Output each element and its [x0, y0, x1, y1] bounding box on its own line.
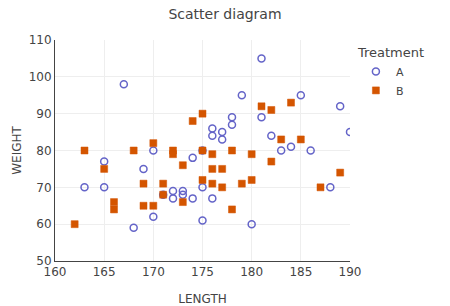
svg-text:100: 100: [29, 70, 52, 84]
svg-text:165: 165: [93, 265, 116, 279]
svg-text:185: 185: [289, 265, 312, 279]
svg-text:175: 175: [191, 265, 214, 279]
svg-text:180: 180: [240, 265, 263, 279]
svg-text:160: 160: [44, 265, 67, 279]
svg-text:80: 80: [36, 144, 51, 158]
svg-text:WEIGHT: WEIGHT: [10, 126, 24, 175]
svg-text:170: 170: [142, 265, 165, 279]
svg-text:90: 90: [36, 107, 51, 121]
svg-text:110: 110: [29, 33, 52, 47]
svg-text:Treatment: Treatment: [357, 45, 424, 60]
svg-text:190: 190: [339, 265, 362, 279]
svg-text:B: B: [396, 85, 404, 98]
svg-text:50: 50: [36, 254, 51, 268]
svg-text:70: 70: [36, 181, 51, 195]
svg-text:A: A: [396, 66, 404, 79]
svg-text:Scatter diagram: Scatter diagram: [168, 6, 281, 22]
svg-text:LENGTH: LENGTH: [178, 292, 226, 306]
svg-text:60: 60: [36, 217, 51, 231]
